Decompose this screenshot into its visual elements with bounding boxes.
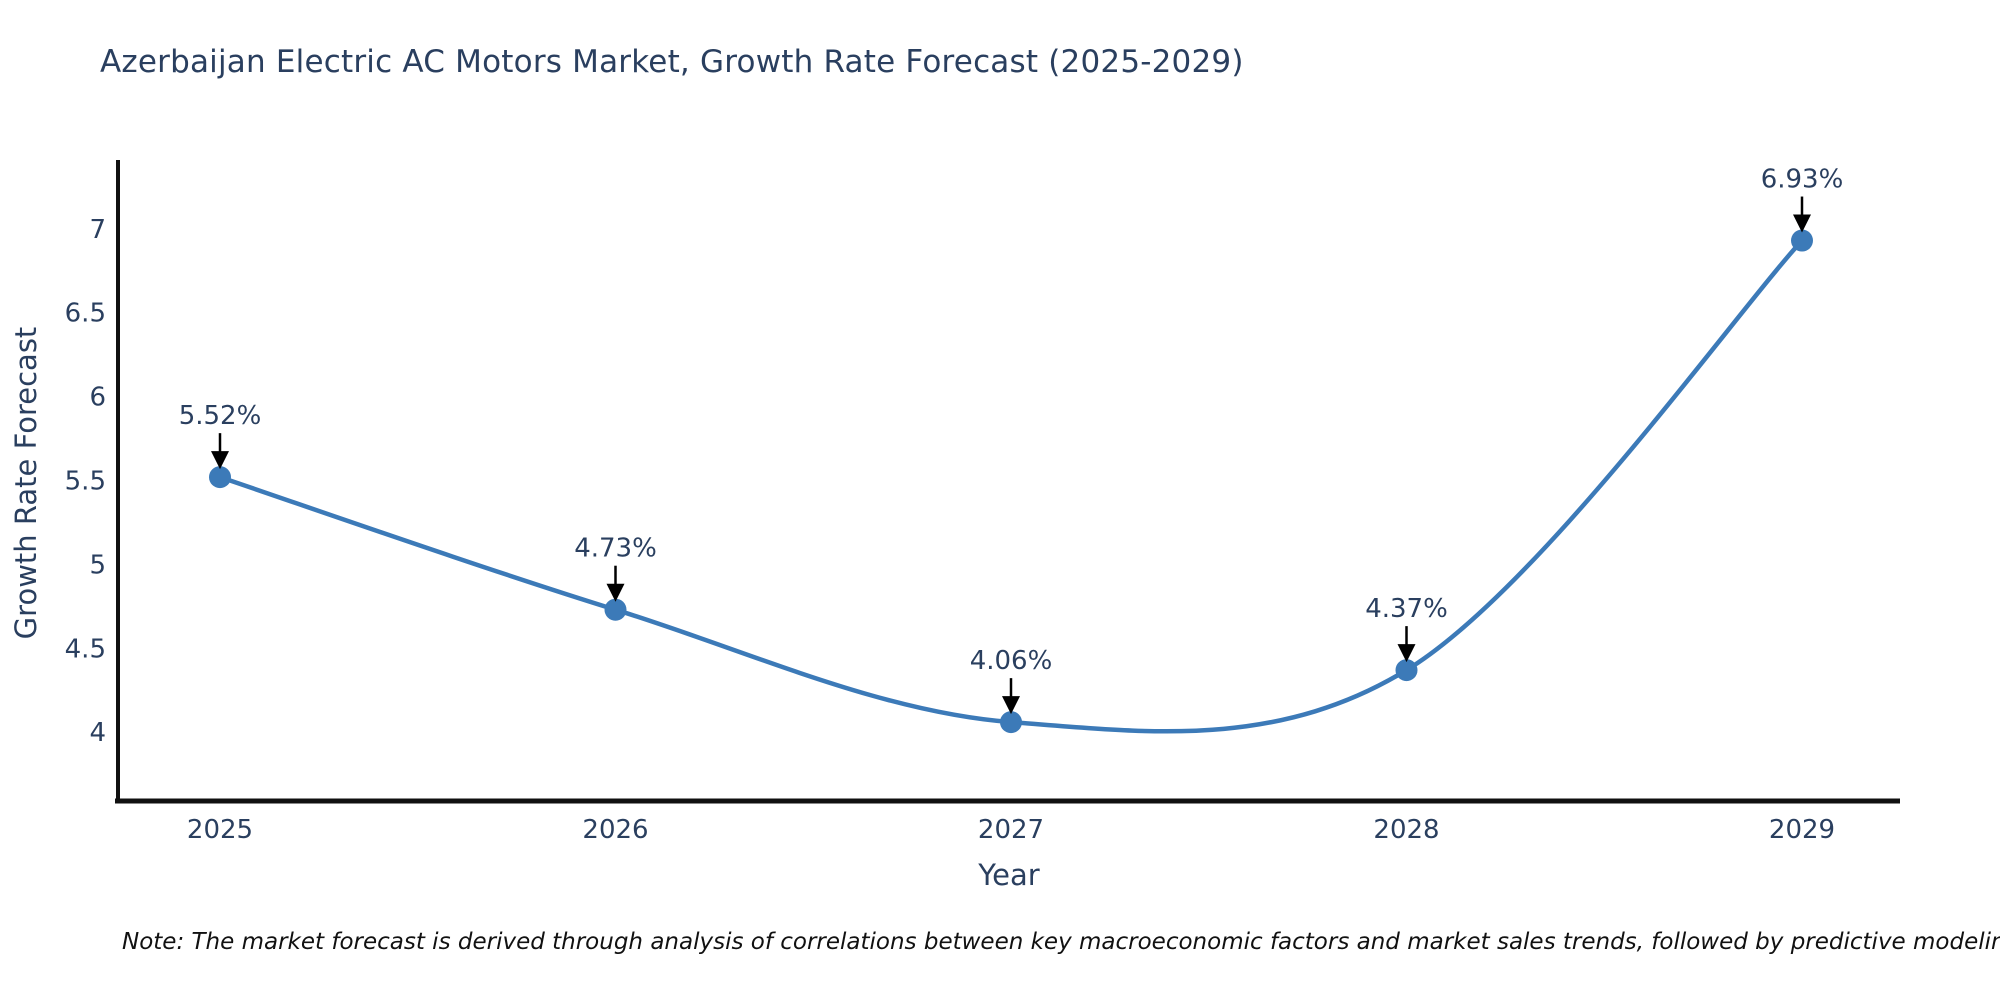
y-tick-label: 6.5	[65, 299, 106, 329]
x-axis-title: Year	[978, 858, 1040, 892]
y-tick-label: 5.5	[65, 467, 106, 497]
x-tick-label: 2025	[187, 815, 253, 845]
y-tick-label: 6	[89, 383, 106, 413]
annotation-arrow-head	[211, 451, 229, 470]
data-point[interactable]	[1395, 659, 1418, 682]
data-point[interactable]	[604, 598, 627, 621]
footnote: Note: The market forecast is derived thr…	[122, 929, 2000, 955]
y-tick-label: 5	[89, 550, 106, 580]
y-tick-label: 4	[89, 718, 106, 748]
point-value-label: 4.37%	[1365, 594, 1448, 624]
point-value-label: 4.06%	[970, 646, 1053, 676]
y-tick-label: 4.5	[65, 634, 106, 664]
annotation-arrow-head	[606, 583, 625, 602]
data-point[interactable]	[1791, 229, 1813, 252]
data-point[interactable]	[209, 466, 231, 489]
forecast-line	[219, 239, 1804, 734]
annotation-arrow-head	[1002, 696, 1020, 715]
annotation-arrow-head	[1793, 214, 1811, 233]
x-tick-label: 2029	[1769, 815, 1835, 845]
y-tick-label: 7	[89, 215, 106, 245]
data-point[interactable]	[1000, 711, 1022, 734]
x-tick-label: 2028	[1373, 815, 1439, 845]
x-tick-label: 2027	[978, 815, 1044, 845]
point-value-label: 4.73%	[574, 534, 657, 564]
chart-title: Azerbaijan Electric AC Motors Market, Gr…	[100, 44, 1244, 80]
point-value-label: 6.93%	[1761, 165, 1844, 195]
x-tick-label: 2026	[582, 815, 648, 845]
point-value-label: 5.52%	[179, 401, 262, 431]
y-axis-title: Growth Rate Forecast	[9, 326, 43, 640]
annotation-arrow-head	[1397, 644, 1416, 663]
